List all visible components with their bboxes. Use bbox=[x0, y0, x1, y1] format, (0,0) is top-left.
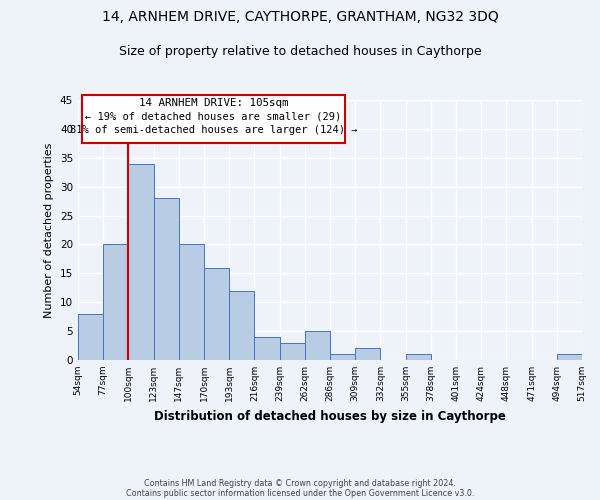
Text: ← 19% of detached houses are smaller (29): ← 19% of detached houses are smaller (29… bbox=[85, 112, 341, 122]
Bar bbox=[330, 354, 355, 360]
Y-axis label: Number of detached properties: Number of detached properties bbox=[44, 142, 55, 318]
Text: Contains HM Land Registry data © Crown copyright and database right 2024.: Contains HM Land Registry data © Crown c… bbox=[144, 478, 456, 488]
Text: 81% of semi-detached houses are larger (124) →: 81% of semi-detached houses are larger (… bbox=[70, 126, 357, 136]
Text: Size of property relative to detached houses in Caythorpe: Size of property relative to detached ho… bbox=[119, 45, 481, 58]
Text: 14 ARNHEM DRIVE: 105sqm: 14 ARNHEM DRIVE: 105sqm bbox=[139, 98, 288, 108]
Bar bbox=[179, 244, 204, 360]
Bar bbox=[280, 342, 305, 360]
X-axis label: Distribution of detached houses by size in Caythorpe: Distribution of detached houses by size … bbox=[154, 410, 506, 422]
Bar bbox=[229, 290, 254, 360]
Bar bbox=[128, 164, 154, 360]
Bar bbox=[154, 198, 179, 360]
Bar bbox=[406, 354, 431, 360]
Text: Contains public sector information licensed under the Open Government Licence v3: Contains public sector information licen… bbox=[126, 488, 474, 498]
Text: 14, ARNHEM DRIVE, CAYTHORPE, GRANTHAM, NG32 3DQ: 14, ARNHEM DRIVE, CAYTHORPE, GRANTHAM, N… bbox=[101, 10, 499, 24]
Bar bbox=[103, 244, 128, 360]
Bar bbox=[78, 314, 103, 360]
Bar bbox=[305, 331, 330, 360]
Bar bbox=[355, 348, 380, 360]
Bar bbox=[557, 354, 582, 360]
Bar bbox=[254, 337, 280, 360]
Bar bbox=[204, 268, 229, 360]
